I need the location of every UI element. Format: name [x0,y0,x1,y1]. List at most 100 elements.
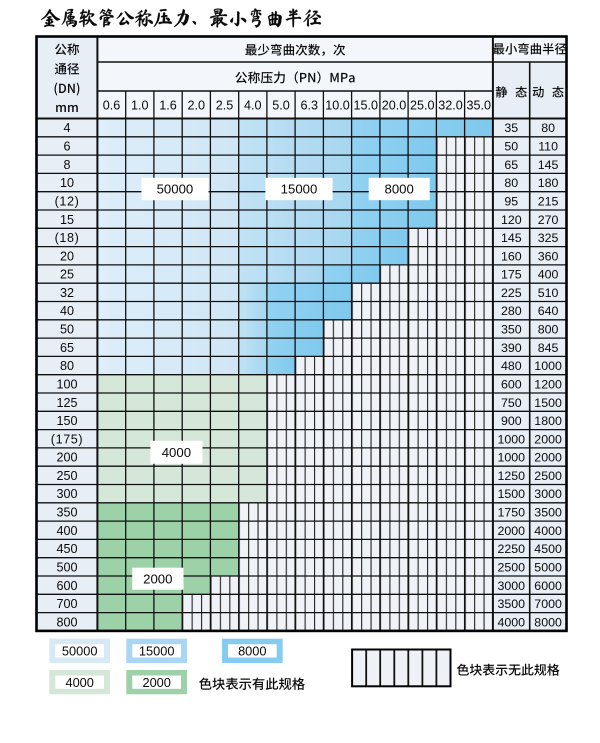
svg-text:280: 280 [501,304,522,318]
svg-text:4000: 4000 [498,615,526,629]
svg-text:4000: 4000 [65,675,93,690]
svg-text:1500: 1500 [534,396,562,410]
svg-text:1.6: 1.6 [159,99,177,113]
svg-text:(18): (18) [55,231,80,245]
svg-text:175: 175 [501,268,522,282]
svg-text:2250: 2250 [498,542,526,556]
svg-text:15: 15 [60,213,74,227]
svg-text:640: 640 [538,304,559,318]
svg-text:95: 95 [504,194,518,208]
svg-text:350: 350 [56,506,77,520]
svg-text:20.0: 20.0 [382,99,407,113]
svg-text:65: 65 [504,158,518,172]
svg-text:4: 4 [63,121,70,135]
svg-text:800: 800 [56,615,77,629]
svg-text:7000: 7000 [534,597,562,611]
svg-text:8000: 8000 [534,615,562,629]
svg-text:1200: 1200 [534,377,562,391]
svg-text:3500: 3500 [498,597,526,611]
svg-text:450: 450 [56,542,77,556]
svg-text:160: 160 [501,249,522,263]
svg-text:15000: 15000 [139,644,175,659]
svg-text:180: 180 [538,176,559,190]
svg-text:6: 6 [63,140,70,154]
svg-text:2000: 2000 [142,675,170,690]
svg-text:750: 750 [501,396,522,410]
svg-text:65: 65 [60,341,74,355]
svg-text:2000: 2000 [534,451,562,465]
svg-text:120: 120 [501,213,522,227]
svg-text:800: 800 [538,323,559,337]
svg-text:35.0: 35.0 [467,99,492,113]
svg-text:2000: 2000 [534,432,562,446]
svg-text:350: 350 [501,323,522,337]
svg-text:50: 50 [504,140,518,154]
svg-text:325: 325 [538,231,559,245]
svg-text:700: 700 [56,597,77,611]
svg-text:390: 390 [501,341,522,355]
svg-text:15.0: 15.0 [354,99,379,113]
svg-text:150: 150 [56,414,77,428]
svg-text:3000: 3000 [498,579,526,593]
svg-text:5000: 5000 [534,561,562,575]
svg-text:10: 10 [60,176,74,190]
svg-text:215: 215 [538,194,559,208]
svg-text:32: 32 [60,286,74,300]
svg-text:4000: 4000 [534,524,562,538]
svg-text:360: 360 [538,249,559,263]
svg-text:80: 80 [504,176,518,190]
svg-text:400: 400 [538,268,559,282]
svg-text:0.6: 0.6 [103,99,121,113]
svg-text:3000: 3000 [534,487,562,501]
svg-text:40: 40 [60,304,74,318]
svg-text:1000: 1000 [498,451,526,465]
svg-text:4.0: 4.0 [244,99,262,113]
svg-text:145: 145 [501,231,522,245]
svg-text:1000: 1000 [498,432,526,446]
svg-text:200: 200 [56,451,77,465]
svg-text:2.0: 2.0 [188,99,206,113]
svg-text:8000: 8000 [238,644,266,659]
svg-text:300: 300 [56,487,77,501]
svg-text:400: 400 [56,524,77,538]
svg-text:480: 480 [501,359,522,373]
svg-text:1000: 1000 [534,359,562,373]
svg-text:1250: 1250 [498,469,526,483]
svg-text:250: 250 [56,469,77,483]
svg-text:110: 110 [538,140,558,154]
svg-text:125: 125 [56,396,77,410]
svg-text:1800: 1800 [534,414,562,428]
svg-text:2000: 2000 [143,571,172,586]
svg-text:8: 8 [63,158,70,172]
svg-text:25: 25 [60,268,74,282]
svg-text:1500: 1500 [498,487,526,501]
svg-text:6000: 6000 [534,579,562,593]
svg-text:100: 100 [56,377,77,391]
svg-text:270: 270 [538,213,559,227]
svg-text:6.3: 6.3 [301,99,319,113]
svg-text:2500: 2500 [534,469,562,483]
svg-text:1750: 1750 [498,506,526,520]
svg-text:5.0: 5.0 [272,99,290,113]
svg-text:8000: 8000 [385,182,414,197]
svg-text:50: 50 [60,323,74,337]
svg-text:225: 225 [501,286,522,300]
svg-text:20: 20 [60,249,74,263]
svg-text:(12): (12) [55,194,80,208]
svg-text:10.0: 10.0 [325,99,350,113]
svg-text:4000: 4000 [162,445,191,460]
svg-text:600: 600 [56,579,77,593]
svg-text:50000: 50000 [62,644,98,659]
svg-text:4500: 4500 [534,542,562,556]
svg-text:510: 510 [538,286,559,300]
svg-text:2500: 2500 [498,561,526,575]
svg-text:3500: 3500 [534,506,562,520]
svg-text:2.5: 2.5 [216,99,234,113]
svg-text:50000: 50000 [157,182,194,197]
svg-text:2000: 2000 [498,524,526,538]
svg-text:1.0: 1.0 [131,99,149,113]
svg-text:80: 80 [541,121,555,135]
svg-text:25.0: 25.0 [410,99,435,113]
svg-text:900: 900 [501,414,522,428]
svg-text:35: 35 [504,121,518,135]
